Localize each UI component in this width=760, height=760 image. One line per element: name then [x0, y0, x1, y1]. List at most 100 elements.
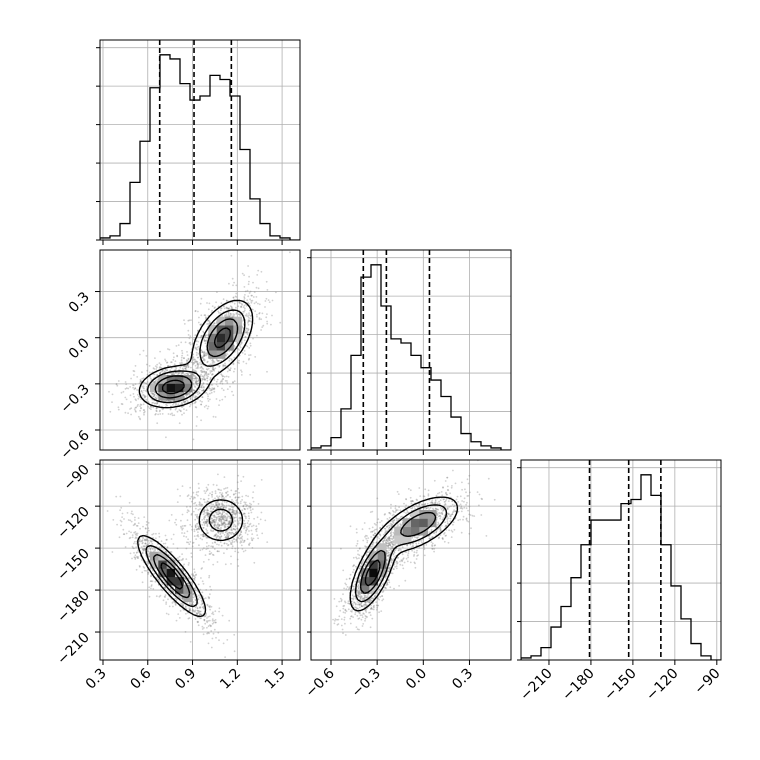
scatter-point: [208, 619, 211, 622]
scatter-point: [236, 501, 238, 504]
scatter-point: [186, 511, 189, 514]
scatter-point: [158, 410, 161, 413]
scatter-point: [229, 314, 231, 317]
scatter-point: [200, 373, 203, 376]
scatter-point: [194, 525, 197, 527]
scatter-point: [175, 523, 178, 526]
scatter-point: [218, 311, 220, 314]
scatter-point: [213, 361, 216, 363]
scatter-point: [221, 314, 224, 317]
scatter-point: [216, 561, 219, 563]
scatter-point: [151, 548, 154, 551]
hist-panel-p1: [96, 39, 301, 241]
scatter-point: [158, 595, 161, 598]
scatter-point: [180, 519, 182, 522]
scatter-point: [190, 603, 193, 606]
scatter-point: [132, 547, 134, 549]
scatter-point: [222, 378, 224, 380]
scatter-point: [207, 596, 210, 598]
scatter-point: [166, 538, 168, 541]
scatter-point: [129, 536, 132, 539]
scatter-point: [197, 329, 199, 332]
scatter-point: [170, 593, 172, 595]
scatter-point: [359, 595, 361, 597]
scatter-point: [249, 354, 252, 356]
scatter-point: [205, 371, 208, 373]
scatter-point: [186, 509, 189, 511]
scatter-point: [222, 515, 225, 517]
scatter-point: [143, 539, 146, 542]
scatter-point: [133, 531, 136, 534]
scatter-point: [249, 298, 252, 301]
scatter-point: [203, 350, 206, 353]
scatter-point: [198, 614, 201, 616]
scatter-point: [480, 514, 483, 516]
scatter-point: [237, 305, 240, 308]
scatter-point: [217, 525, 220, 528]
scatter-point: [154, 549, 157, 552]
scatter-point: [244, 503, 247, 505]
scatter-point: [148, 586, 151, 589]
scatter-point: [137, 522, 140, 524]
scatter-point: [147, 527, 150, 530]
scatter-point: [194, 375, 197, 378]
scatter-point: [129, 408, 131, 410]
scatter-point: [204, 314, 207, 317]
scatter-point: [227, 314, 230, 317]
scatter-point: [243, 512, 246, 515]
scatter-point: [192, 357, 194, 359]
scatter-point: [198, 528, 201, 531]
scatter-point: [183, 532, 186, 534]
scatter-point: [130, 377, 133, 380]
scatter-point: [143, 389, 145, 392]
scatter-point: [223, 534, 226, 536]
scatter-point: [183, 408, 185, 410]
scatter-point: [139, 403, 142, 406]
scatter-point: [203, 377, 206, 380]
scatter-point: [155, 398, 158, 400]
scatter-point: [192, 377, 194, 380]
scatter-point: [252, 500, 255, 503]
scatter-point: [227, 528, 230, 531]
scatter-point: [248, 280, 250, 283]
scatter-point: [187, 373, 189, 375]
scatter-point: [192, 359, 195, 361]
scatter-point: [198, 388, 201, 391]
scatter-point: [229, 312, 232, 315]
scatter-point: [197, 620, 199, 623]
scatter-point: [393, 551, 396, 554]
scatter-point: [244, 501, 247, 504]
scatter-point: [388, 570, 390, 573]
scatter-point: [155, 595, 158, 598]
scatter-point: [260, 479, 263, 481]
scatter-point: [137, 555, 139, 558]
scatter-point: [150, 540, 152, 543]
panel-border: [520, 459, 722, 661]
scatter-point: [243, 309, 246, 312]
scatter-point: [171, 373, 173, 376]
scatter-point: [196, 377, 199, 380]
hist-step-p1: [100, 54, 300, 240]
scatter-point: [214, 490, 217, 492]
scatter-point: [214, 515, 217, 518]
scatter-point: [250, 294, 253, 297]
scatter-point: [206, 514, 209, 517]
scatter-point: [385, 535, 387, 538]
scatter-point: [210, 624, 212, 627]
scatter-point: [203, 509, 206, 512]
scatter-point: [191, 525, 193, 528]
scatter-point: [174, 404, 177, 406]
scatter-point: [386, 582, 388, 584]
scatter-point: [224, 315, 226, 317]
scatter-point: [216, 506, 219, 509]
scatter-point: [224, 395, 227, 398]
scatter-point: [148, 371, 151, 374]
scatter-point: [196, 516, 198, 518]
scatter-point: [178, 372, 181, 375]
scatter-point: [251, 525, 253, 528]
scatter-point: [256, 313, 258, 316]
scatter-point: [206, 374, 208, 377]
scatter-point: [175, 345, 178, 347]
scatter-point: [182, 605, 185, 607]
scatter-point: [197, 390, 200, 393]
